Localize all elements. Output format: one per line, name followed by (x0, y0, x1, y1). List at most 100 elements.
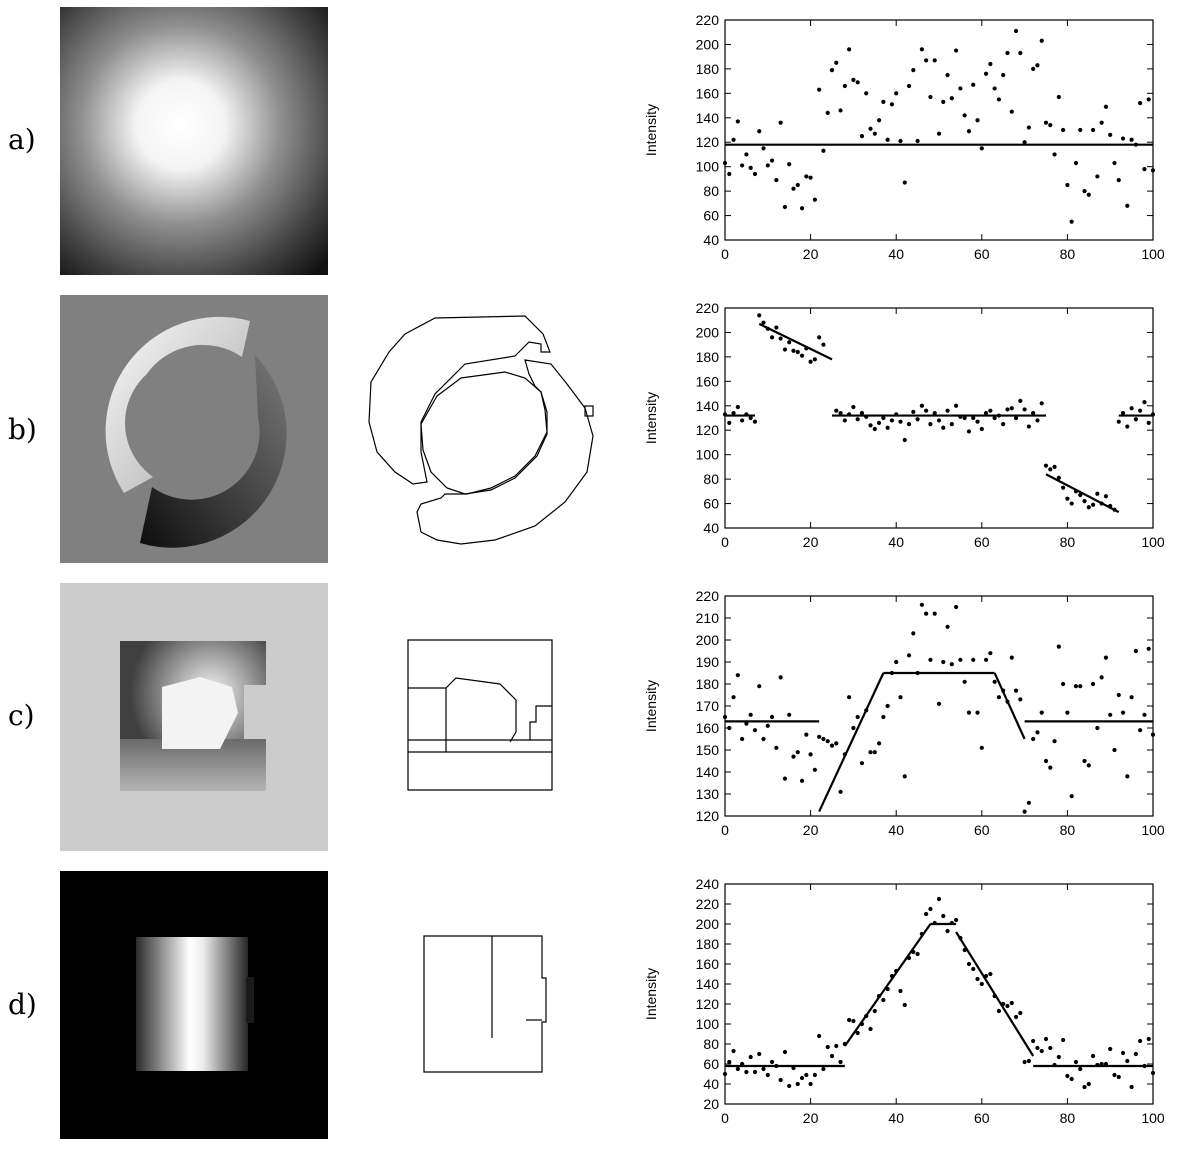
data-point (1039, 710, 1044, 715)
data-point (1082, 1084, 1087, 1090)
x-tick-label: 60 (974, 534, 990, 550)
data-point (842, 418, 847, 423)
y-tick-label: 120 (696, 808, 720, 824)
data-point (962, 415, 967, 421)
outline-d-rect-segmentation (418, 932, 558, 1083)
x-tick-label: 20 (803, 246, 819, 262)
data-point (744, 721, 749, 726)
data-point (1035, 418, 1040, 423)
data-point (791, 754, 796, 759)
y-tick-label: 60 (703, 1056, 719, 1072)
data-point (1035, 730, 1040, 735)
y-tick-label: 220 (696, 12, 720, 28)
data-point (889, 102, 895, 107)
y-tick-label: 240 (696, 876, 720, 892)
data-point (804, 732, 809, 737)
fit-line-segment (1045, 473, 1120, 514)
data-point (1009, 655, 1014, 660)
data-point (1120, 136, 1126, 141)
data-point (1026, 800, 1031, 805)
data-point (757, 129, 762, 134)
data-point (821, 148, 826, 153)
data-point (1069, 219, 1074, 224)
data-point (911, 68, 916, 73)
image-a-radial-blob (60, 7, 328, 275)
y-tick-label: 180 (696, 936, 720, 952)
y-tick-label: 220 (696, 896, 720, 912)
image-b-gradient-ring (60, 295, 328, 563)
data-point (1073, 160, 1079, 166)
data-point (838, 108, 843, 113)
data-point (1031, 1038, 1036, 1044)
data-point (1065, 710, 1070, 715)
data-point (1120, 1050, 1126, 1056)
data-point (782, 776, 788, 781)
data-point (1108, 1046, 1113, 1052)
data-point (1013, 415, 1019, 421)
data-point (906, 83, 912, 89)
data-point (1078, 492, 1083, 498)
y-tick-label: 170 (696, 698, 720, 714)
data-point (996, 695, 1002, 700)
data-point (1138, 728, 1143, 733)
data-point (740, 163, 745, 168)
x-tick-label: 40 (888, 246, 904, 262)
data-point (1056, 475, 1061, 480)
data-point (778, 675, 783, 680)
data-point (817, 734, 822, 739)
data-point (1090, 502, 1096, 507)
data-point (774, 325, 779, 330)
data-point (761, 1066, 766, 1072)
data-point (1125, 774, 1130, 779)
data-point (1138, 408, 1143, 413)
data-point (894, 659, 899, 665)
data-point (735, 673, 740, 678)
data-point (988, 408, 993, 413)
y-tick-label: 120 (696, 134, 720, 150)
data-point (928, 906, 933, 912)
data-point (744, 152, 749, 157)
data-point (847, 47, 852, 52)
data-point (1125, 203, 1130, 208)
data-point (1013, 28, 1019, 34)
data-point (898, 988, 903, 994)
data-point (1090, 681, 1096, 687)
data-point (847, 695, 852, 700)
data-point (928, 422, 933, 427)
data-point (821, 736, 826, 742)
data-point (727, 171, 732, 177)
data-point (915, 138, 920, 144)
y-tick-label: 80 (703, 183, 719, 199)
data-point (1138, 101, 1143, 106)
data-point (752, 171, 758, 177)
fit-line-segment (955, 931, 1035, 1057)
data-point (1048, 467, 1053, 472)
data-point (782, 1049, 788, 1055)
data-point (1048, 765, 1053, 770)
data-point (795, 750, 800, 755)
data-point (1129, 137, 1134, 142)
data-point (1035, 1045, 1040, 1051)
data-point (1129, 406, 1134, 411)
x-tick-label: 40 (888, 534, 904, 550)
data-point (924, 58, 929, 63)
data-point (1009, 406, 1014, 411)
x-tick-label: 100 (1141, 822, 1165, 838)
data-point (740, 418, 745, 423)
data-point (1052, 739, 1057, 744)
y-tick-label: 130 (696, 786, 720, 802)
data-point (954, 917, 959, 923)
data-point (1056, 94, 1061, 100)
data-point (1061, 127, 1066, 133)
data-point (941, 425, 946, 430)
y-axis-label: Intensity (643, 392, 659, 444)
y-tick-label: 200 (696, 324, 720, 340)
data-point (757, 313, 762, 318)
data-point (1146, 97, 1151, 102)
data-point (834, 1043, 839, 1049)
data-point (1013, 688, 1019, 693)
y-tick-label: 60 (703, 496, 719, 512)
data-point (919, 602, 924, 607)
plot-frame (724, 595, 1154, 817)
y-tick-label: 160 (696, 956, 720, 972)
